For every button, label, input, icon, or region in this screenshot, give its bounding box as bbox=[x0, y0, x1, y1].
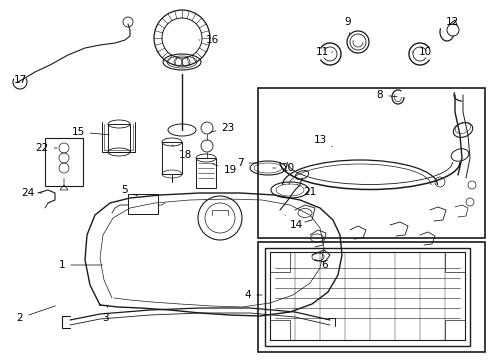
Text: 22: 22 bbox=[35, 143, 57, 153]
Text: 1: 1 bbox=[59, 260, 102, 270]
Text: 6: 6 bbox=[314, 259, 327, 270]
Text: 24: 24 bbox=[21, 188, 42, 198]
Bar bbox=[162, 142, 182, 174]
Bar bbox=[128, 194, 158, 214]
Text: 7: 7 bbox=[236, 158, 257, 168]
Text: 14: 14 bbox=[285, 215, 302, 230]
Bar bbox=[444, 252, 464, 272]
Text: 15: 15 bbox=[71, 127, 109, 137]
Bar bbox=[269, 320, 289, 340]
Bar bbox=[196, 158, 216, 188]
Text: 16: 16 bbox=[198, 35, 218, 45]
Text: 5: 5 bbox=[122, 185, 137, 196]
Bar bbox=[264, 248, 469, 346]
Bar bbox=[45, 138, 83, 186]
Text: 12: 12 bbox=[442, 17, 458, 32]
Text: 17: 17 bbox=[13, 75, 32, 85]
Text: 20: 20 bbox=[272, 163, 294, 173]
Text: 9: 9 bbox=[344, 17, 350, 35]
Bar bbox=[258, 242, 484, 352]
Text: 10: 10 bbox=[411, 47, 431, 57]
Bar bbox=[269, 252, 289, 272]
Bar bbox=[269, 252, 464, 340]
Text: 19: 19 bbox=[212, 164, 236, 175]
Text: 21: 21 bbox=[297, 184, 316, 197]
Text: 2: 2 bbox=[17, 306, 55, 323]
Text: 13: 13 bbox=[313, 135, 332, 147]
Text: 8: 8 bbox=[376, 90, 396, 100]
Text: 4: 4 bbox=[244, 290, 262, 300]
Bar bbox=[444, 320, 464, 340]
Text: 3: 3 bbox=[102, 305, 108, 323]
Text: 23: 23 bbox=[209, 123, 234, 133]
Bar bbox=[258, 88, 484, 238]
Text: 18: 18 bbox=[172, 145, 191, 160]
Text: 11: 11 bbox=[315, 47, 332, 57]
Bar bbox=[108, 124, 130, 152]
